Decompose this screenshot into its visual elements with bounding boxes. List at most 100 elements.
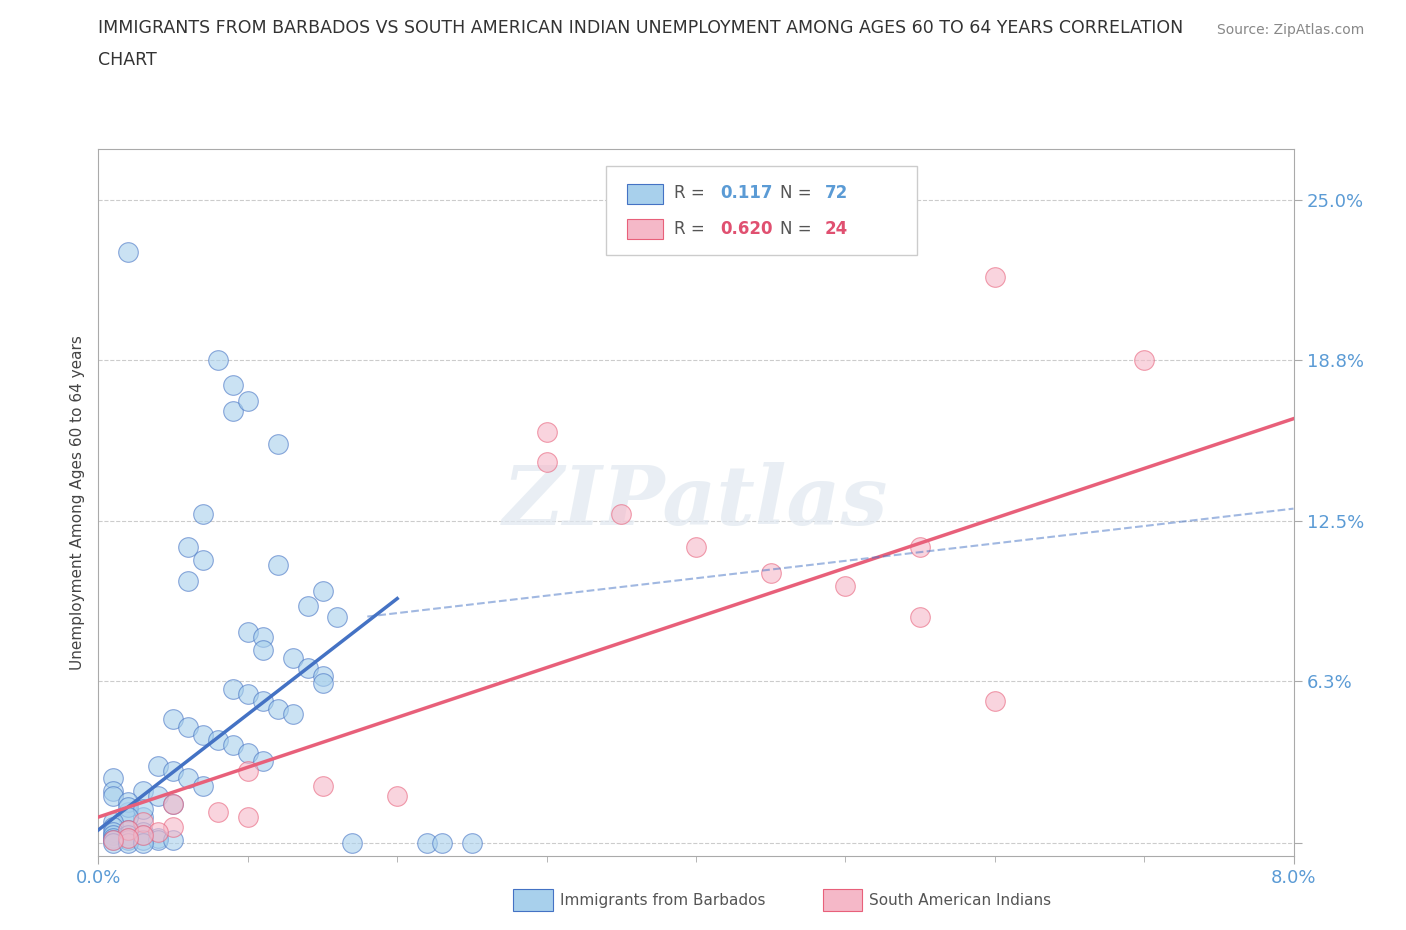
Point [117,830,139,845]
FancyBboxPatch shape [606,166,917,255]
Point [162,832,184,847]
Point [685,539,707,554]
Text: 24: 24 [825,219,848,238]
Point [117,822,139,837]
Point [103,771,125,786]
Point [162,797,184,812]
Text: 72: 72 [825,184,848,203]
Point [117,245,139,259]
Point [416,835,439,850]
Point [177,771,200,786]
Point [162,764,184,778]
Point [177,573,200,588]
Point [191,552,214,567]
Point [236,393,259,408]
Bar [627,184,662,204]
Text: N =: N = [779,219,811,238]
Point [297,599,319,614]
Point [103,815,125,830]
Point [236,625,259,640]
Point [430,835,453,850]
Point [103,825,125,840]
Point [117,822,139,837]
Text: South American Indians: South American Indians [869,893,1052,908]
Point [103,784,125,799]
Point [103,832,125,847]
Text: R =: R = [675,184,706,203]
Point [311,676,333,691]
Point [342,835,364,850]
Text: R =: R = [675,219,706,238]
Point [117,810,139,825]
Point [177,539,200,554]
Point [252,753,274,768]
Text: 0.620: 0.620 [720,219,772,238]
Point [132,828,155,843]
Point [103,789,125,804]
Point [207,733,229,748]
Point [117,830,139,845]
Point [1133,352,1156,367]
Point [311,583,333,598]
Point [908,609,931,624]
Point [311,669,333,684]
Point [191,506,214,521]
Point [162,712,184,727]
Point [267,701,290,716]
Point [983,270,1005,285]
Point [385,789,409,804]
Point [222,681,245,696]
Point [281,650,304,665]
Bar [627,219,662,239]
Point [236,686,259,701]
Point [610,506,633,521]
Point [177,720,200,735]
Point [536,424,558,439]
Point [252,643,274,658]
Point [326,609,349,624]
Point [222,737,245,752]
Text: 0.117: 0.117 [720,184,772,203]
Point [207,352,229,367]
Text: ZIPatlas: ZIPatlas [503,462,889,542]
Point [117,799,139,814]
Point [117,794,139,809]
Text: CHART: CHART [98,51,157,69]
Point [132,832,155,847]
Y-axis label: Unemployment Among Ages 60 to 64 years: Unemployment Among Ages 60 to 64 years [69,335,84,670]
Point [222,378,245,392]
Point [148,758,170,773]
Point [117,835,139,850]
Point [536,455,558,470]
Text: Immigrants from Barbados: Immigrants from Barbados [560,893,765,908]
Point [207,804,229,819]
Point [252,630,274,644]
Point [162,820,184,835]
Point [117,828,139,843]
Point [148,830,170,845]
Point [759,565,782,580]
Point [103,830,125,845]
Text: Source: ZipAtlas.com: Source: ZipAtlas.com [1216,23,1364,37]
Point [281,707,304,722]
Point [236,745,259,760]
Point [103,828,125,843]
Point [191,727,214,742]
Point [461,835,484,850]
Point [132,828,155,843]
Point [148,832,170,847]
Point [297,660,319,675]
Point [132,835,155,850]
Point [908,539,931,554]
Point [148,789,170,804]
Point [117,832,139,847]
Point [834,578,856,593]
Point [236,764,259,778]
Point [267,558,290,573]
Point [103,820,125,835]
Point [191,778,214,793]
Point [103,835,125,850]
Point [983,694,1005,709]
Point [311,778,333,793]
Point [103,832,125,847]
